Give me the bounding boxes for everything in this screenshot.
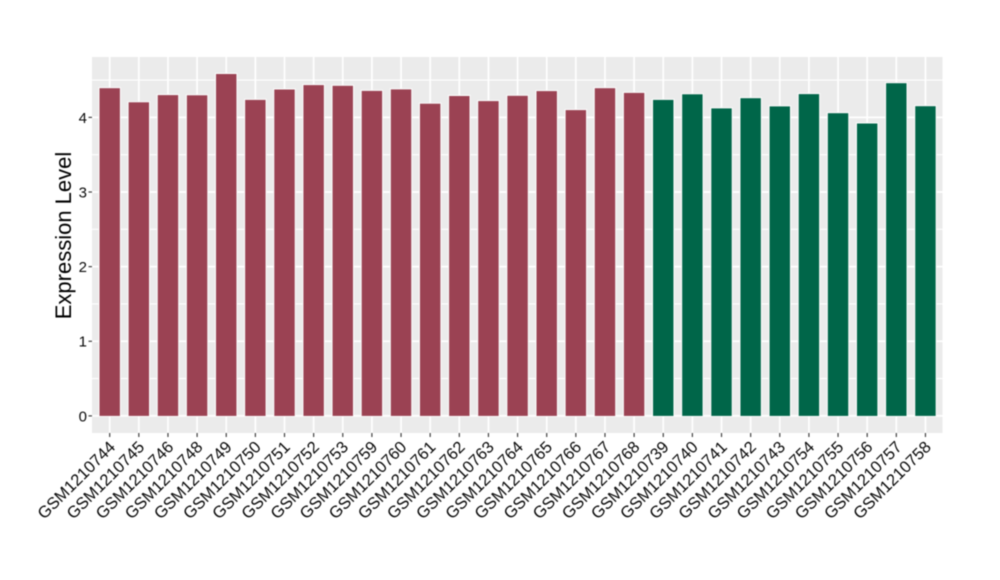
svg-text:3: 3 xyxy=(79,184,87,201)
svg-text:4: 4 xyxy=(79,110,87,127)
svg-text:0: 0 xyxy=(79,408,87,425)
svg-text:Expression Level: Expression Level xyxy=(51,152,76,320)
svg-text:2: 2 xyxy=(79,259,87,276)
svg-text:1: 1 xyxy=(79,334,87,351)
